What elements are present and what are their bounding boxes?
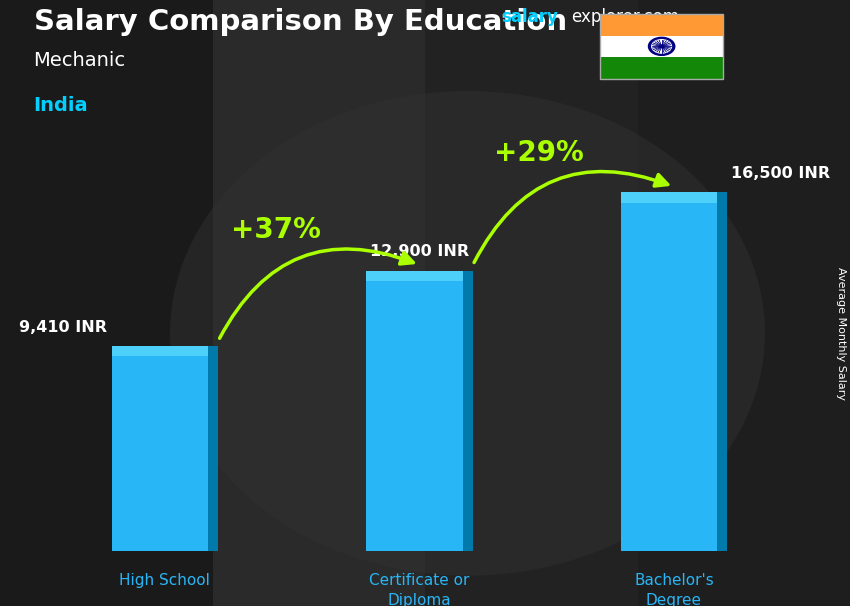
Bar [366,271,473,551]
Circle shape [649,38,675,55]
Text: Bachelor's
Degree: Bachelor's Degree [634,573,714,606]
Text: 16,500 INR: 16,500 INR [731,166,830,181]
Text: +37%: +37% [231,216,320,244]
Bar [600,36,723,57]
Text: High School: High School [120,573,210,588]
Bar [111,347,218,356]
Text: Average Monthly Salary: Average Monthly Salary [836,267,846,400]
Bar [620,193,728,202]
Bar [620,193,728,551]
Bar [463,271,473,551]
Bar [600,14,723,79]
Text: Certificate or
Diploma: Certificate or Diploma [369,573,469,606]
Bar [600,14,723,36]
Text: 9,410 INR: 9,410 INR [20,320,107,335]
Text: Salary Comparison By Education: Salary Comparison By Education [34,8,567,36]
Bar [366,271,473,281]
Circle shape [660,45,664,48]
Bar [600,57,723,79]
Bar [717,193,728,551]
Text: salary: salary [502,8,558,27]
Circle shape [652,39,672,53]
Text: explorer.com: explorer.com [571,8,679,27]
Text: 12,900 INR: 12,900 INR [370,244,469,259]
Text: +29%: +29% [494,139,583,167]
Text: Mechanic: Mechanic [34,50,126,70]
Text: India: India [34,96,88,115]
Bar [111,347,218,551]
Bar [208,347,218,551]
